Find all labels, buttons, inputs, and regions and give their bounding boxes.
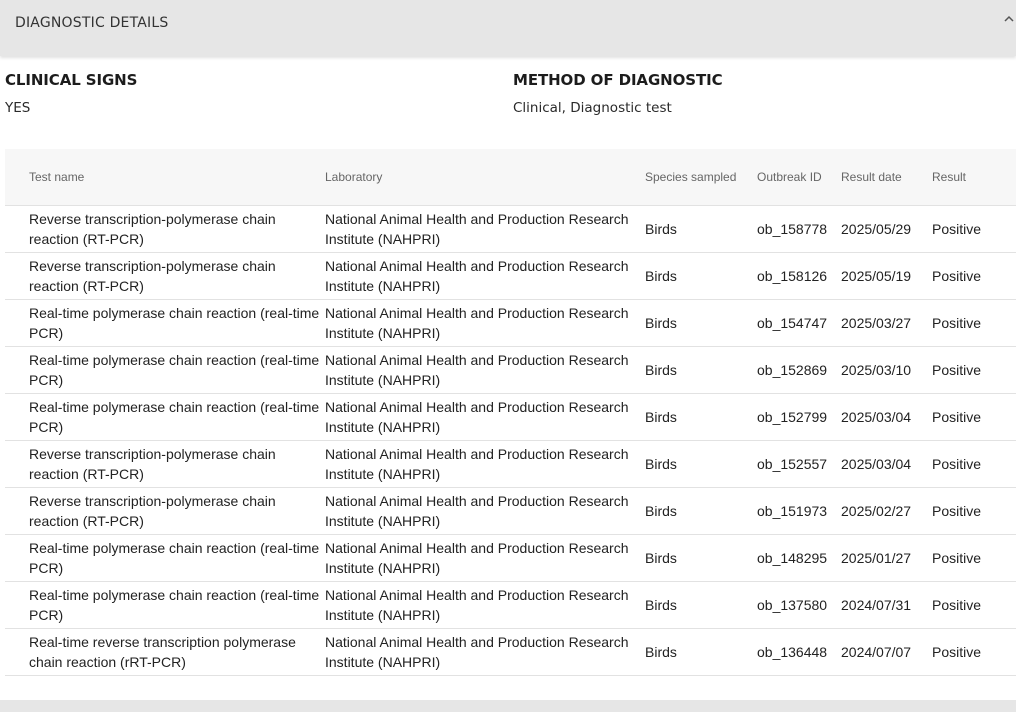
cell-test-name: Real-time reverse transcription polymera… [29, 633, 296, 670]
table-row: Real-time polymerase chain reaction (rea… [5, 534, 1016, 581]
cell-result-date: 2025/03/04 [841, 455, 912, 472]
cell-outbreak-id: ob_158126 [757, 267, 828, 284]
clinical-signs-label: CLINICAL SIGNS [5, 71, 138, 89]
cell-species-sampled: Birds [645, 455, 677, 472]
clinical-signs-value: YES [5, 100, 31, 116]
cell-result: Positive [932, 502, 982, 519]
cell-result-date: 2025/03/10 [841, 361, 912, 378]
cell-result-date: 2024/07/31 [841, 596, 912, 613]
cell-test-name: Real-time polymerase chain reaction (rea… [29, 304, 320, 341]
panel-header[interactable]: DIAGNOSTIC DETAILS [0, 0, 1016, 56]
cell-species-sampled: Birds [645, 643, 677, 660]
cell-species-sampled: Birds [645, 549, 677, 566]
cell-result: Positive [932, 267, 982, 284]
cell-test-name: Real-time polymerase chain reaction (rea… [29, 539, 320, 576]
cell-test-name: Reverse transcription-polymerase chain r… [29, 492, 276, 529]
cell-outbreak-id: ob_137580 [757, 596, 828, 613]
cell-species-sampled: Birds [645, 596, 677, 613]
cell-result: Positive [932, 549, 982, 566]
cell-outbreak-id: ob_148295 [757, 549, 828, 566]
panel-title: DIAGNOSTIC DETAILS [15, 15, 169, 31]
column-header-result[interactable]: Result [932, 149, 1016, 206]
cell-outbreak-id: ob_152869 [757, 361, 828, 378]
diagnostic-table: Test name Laboratory Species sampled Out… [5, 149, 1016, 676]
cell-test-name: Reverse transcription-polymerase chain r… [29, 210, 276, 247]
cell-result: Positive [932, 455, 982, 472]
cell-test-name: Real-time polymerase chain reaction (rea… [29, 586, 320, 623]
table-header-row: Test name Laboratory Species sampled Out… [5, 149, 1016, 206]
cell-laboratory: National Animal Health and Production Re… [325, 633, 629, 670]
table-row: Reverse transcription-polymerase chain r… [5, 252, 1016, 299]
cell-laboratory: National Animal Health and Production Re… [325, 586, 629, 623]
next-panel-header[interactable] [0, 700, 1016, 712]
table-row: Real-time polymerase chain reaction (rea… [5, 346, 1016, 393]
column-header-species-sampled[interactable]: Species sampled [645, 149, 757, 206]
cell-test-name: Reverse transcription-polymerase chain r… [29, 257, 276, 294]
column-header-test-name[interactable]: Test name [5, 149, 325, 206]
table-row: Real-time polymerase chain reaction (rea… [5, 393, 1016, 440]
cell-laboratory: National Animal Health and Production Re… [325, 351, 629, 388]
cell-result-date: 2025/02/27 [841, 502, 912, 519]
method-of-diagnostic-label: METHOD OF DIAGNOSTIC [513, 71, 723, 89]
cell-laboratory: National Animal Health and Production Re… [325, 210, 629, 247]
table-row: Reverse transcription-polymerase chain r… [5, 440, 1016, 487]
cell-species-sampled: Birds [645, 361, 677, 378]
table-row: Real-time polymerase chain reaction (rea… [5, 299, 1016, 346]
cell-laboratory: National Animal Health and Production Re… [325, 539, 629, 576]
cell-outbreak-id: ob_154747 [757, 314, 828, 331]
cell-species-sampled: Birds [645, 220, 677, 237]
cell-result-date: 2025/05/29 [841, 220, 912, 237]
cell-result-date: 2025/03/04 [841, 408, 912, 425]
cell-result-date: 2025/01/27 [841, 549, 912, 566]
table-row: Reverse transcription-polymerase chain r… [5, 205, 1016, 252]
cell-outbreak-id: ob_152799 [757, 408, 828, 425]
cell-result: Positive [932, 643, 982, 660]
cell-result: Positive [932, 408, 982, 425]
cell-species-sampled: Birds [645, 502, 677, 519]
cell-laboratory: National Animal Health and Production Re… [325, 445, 629, 482]
cell-result: Positive [932, 361, 982, 378]
column-header-laboratory[interactable]: Laboratory [325, 149, 645, 206]
cell-result: Positive [932, 596, 982, 613]
cell-result: Positive [932, 220, 982, 237]
cell-result-date: 2025/05/19 [841, 267, 912, 284]
cell-species-sampled: Birds [645, 408, 677, 425]
cell-outbreak-id: ob_158778 [757, 220, 828, 237]
cell-result: Positive [932, 314, 982, 331]
table-row: Real-time reverse transcription polymera… [5, 628, 1016, 675]
cell-test-name: Real-time polymerase chain reaction (rea… [29, 398, 320, 435]
cell-outbreak-id: ob_152557 [757, 455, 828, 472]
table-row: Real-time polymerase chain reaction (rea… [5, 581, 1016, 628]
table-row: Reverse transcription-polymerase chain r… [5, 487, 1016, 534]
cell-species-sampled: Birds [645, 314, 677, 331]
cell-test-name: Real-time polymerase chain reaction (rea… [29, 351, 320, 388]
cell-test-name: Reverse transcription-polymerase chain r… [29, 445, 276, 482]
cell-result-date: 2024/07/07 [841, 643, 912, 660]
cell-laboratory: National Animal Health and Production Re… [325, 304, 629, 341]
cell-laboratory: National Animal Health and Production Re… [325, 257, 629, 294]
cell-species-sampled: Birds [645, 267, 677, 284]
cell-outbreak-id: ob_151973 [757, 502, 828, 519]
cell-outbreak-id: ob_136448 [757, 643, 828, 660]
column-header-outbreak-id[interactable]: Outbreak ID [757, 149, 841, 206]
column-header-result-date[interactable]: Result date [841, 149, 932, 206]
method-of-diagnostic-value: Clinical, Diagnostic test [513, 100, 672, 116]
cell-laboratory: National Animal Health and Production Re… [325, 492, 629, 529]
chevron-up-icon[interactable] [1004, 14, 1014, 24]
cell-laboratory: National Animal Health and Production Re… [325, 398, 629, 435]
cell-result-date: 2025/03/27 [841, 314, 912, 331]
